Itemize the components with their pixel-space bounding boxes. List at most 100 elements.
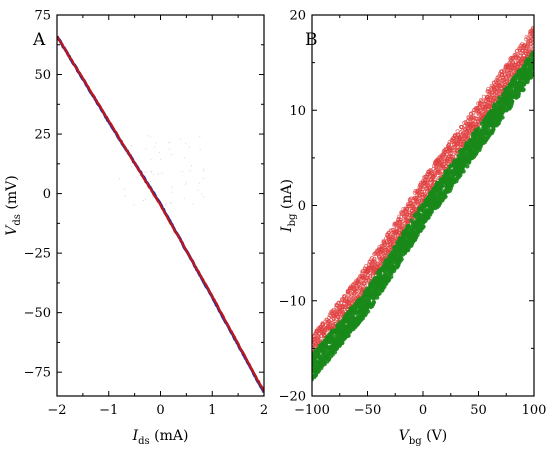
noise-dot [165, 204, 167, 206]
data-point [531, 32, 534, 37]
x-tick-label: 0 [156, 403, 164, 418]
noise-dot [202, 177, 205, 180]
y-tick-label: 0 [43, 187, 51, 202]
data-point [372, 257, 377, 262]
data-point [441, 154, 445, 159]
panel-a: −2 −1 0 1 2 75 50 25 0 −25 −50 −75 Ids (mA) Vds (mV) A [4, 9, 268, 448]
series-line-1 [57, 35, 264, 394]
noise-dot [144, 171, 146, 173]
data-point [531, 50, 534, 55]
noise-dot [131, 145, 133, 147]
data-point [444, 152, 449, 157]
noise-dot [199, 136, 201, 138]
noise-dot [203, 196, 205, 198]
x-tick-label: 2 [260, 403, 268, 418]
noise-dot [158, 151, 160, 154]
noise-dot [133, 204, 135, 206]
data-point [530, 27, 534, 31]
data-point [521, 87, 526, 92]
panel-letter: A [32, 30, 46, 50]
y-tick-label: −50 [24, 306, 51, 321]
noise-dot [198, 182, 200, 184]
noise-dot [185, 182, 187, 184]
data-point [459, 125, 464, 130]
data-point [406, 223, 411, 228]
noise-dot [145, 148, 147, 150]
noise-dot [185, 142, 187, 144]
data-point [354, 289, 359, 294]
data-point [339, 340, 345, 345]
data-point [346, 333, 351, 338]
noise-dot [192, 203, 194, 205]
noise-dot [150, 158, 152, 160]
x-tick-label: −2 [47, 403, 66, 418]
x-axis-label: Vbg (V) [399, 428, 447, 447]
noise-dot [181, 170, 183, 173]
x-tick-label: 0 [419, 403, 427, 418]
noise-dot [124, 195, 126, 197]
data-point [397, 214, 402, 219]
y-tick-label: −75 [24, 366, 51, 381]
data-point [421, 224, 426, 229]
data-point [479, 107, 484, 112]
noise-dot [203, 170, 205, 172]
data-point [471, 110, 476, 115]
noise-dot [171, 203, 173, 205]
data-point [371, 299, 376, 305]
noise-dot [189, 170, 191, 172]
data-point [360, 281, 364, 286]
data-point [467, 159, 472, 165]
noise-dot [146, 171, 148, 173]
y-tick-label: −20 [279, 390, 306, 405]
y-tick-label: 50 [34, 68, 51, 83]
noise-dot [131, 166, 133, 168]
noise-dot [171, 191, 173, 193]
noise-dot [136, 176, 138, 178]
noise-dot [180, 138, 182, 140]
noise-dot [157, 173, 159, 175]
noise-dot [149, 136, 151, 138]
noise-dot [169, 141, 172, 143]
x-axis-label: Ids (mA) [132, 428, 189, 447]
data-point [437, 170, 442, 175]
x-tick-label: −50 [354, 403, 381, 418]
data-point [449, 148, 454, 153]
noise-dot [188, 146, 191, 148]
data-point [408, 199, 413, 204]
noise-dot [184, 183, 186, 185]
y-tick-label: −10 [279, 294, 306, 309]
data-point [443, 194, 448, 199]
noise-dot [171, 186, 173, 188]
x-tick-label: −100 [294, 403, 330, 418]
noise-dot [119, 178, 121, 180]
data-point [439, 184, 445, 189]
noise-dot [160, 158, 162, 160]
noise-dot [165, 202, 167, 204]
noise-dot [183, 197, 185, 199]
data-point [453, 132, 458, 137]
plot-area-a [57, 35, 264, 394]
data-point [501, 75, 506, 80]
data-point [477, 110, 482, 114]
data-point [330, 333, 335, 338]
data-point [395, 225, 400, 230]
data-point [473, 116, 478, 121]
data-point [500, 115, 505, 120]
noise-dot [197, 189, 199, 191]
noise-dot [202, 168, 205, 170]
series-2 [312, 50, 534, 382]
noise-dot [168, 142, 170, 144]
y-tick-label: 10 [289, 104, 306, 119]
x-tick-label: 50 [470, 403, 487, 418]
noise-dot [150, 180, 152, 182]
x-tick-label: 1 [208, 403, 216, 418]
noise-dot [161, 172, 163, 174]
data-point [417, 199, 422, 204]
noise-dot [152, 174, 154, 176]
y-tick-label: 20 [289, 9, 306, 24]
noise-dot [201, 193, 203, 195]
noise-dot [170, 154, 173, 156]
y-tick-label: 0 [298, 199, 306, 214]
